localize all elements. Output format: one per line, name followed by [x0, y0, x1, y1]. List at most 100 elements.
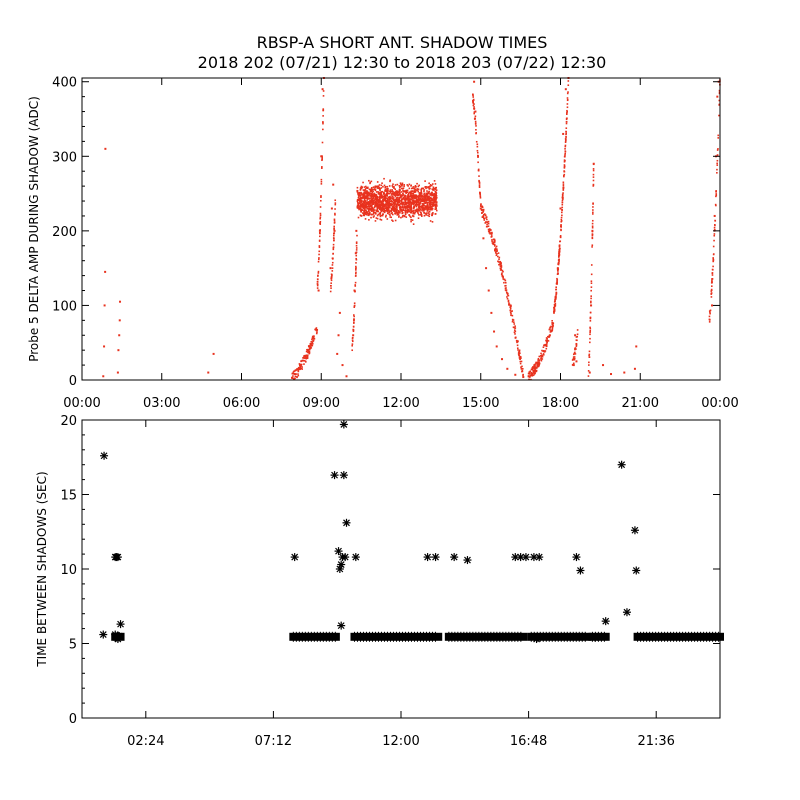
data-point [407, 205, 410, 208]
data-point [379, 211, 382, 214]
data-point [405, 189, 408, 192]
data-point [423, 190, 425, 193]
data-point [537, 358, 540, 360]
data-point [434, 203, 437, 205]
data-point [431, 207, 433, 210]
data-point [412, 192, 415, 195]
data-point [393, 201, 395, 204]
data-point [391, 198, 394, 200]
data-point [591, 222, 594, 225]
data-point [558, 252, 560, 255]
data-point [420, 214, 423, 216]
data-point [429, 204, 432, 207]
data-point [103, 304, 106, 307]
asterisk-marker [339, 420, 348, 429]
data-point [400, 194, 402, 196]
data-point [333, 225, 335, 228]
data-point [354, 285, 357, 287]
data-point [500, 266, 503, 268]
data-point [533, 373, 536, 375]
data-point [538, 362, 540, 364]
data-point [424, 212, 427, 215]
data-point [488, 232, 491, 234]
data-point [384, 189, 387, 192]
data-point [558, 246, 561, 248]
data-point [588, 371, 591, 374]
data-point [714, 224, 716, 227]
data-point [331, 267, 334, 269]
data-point [360, 209, 362, 212]
data-point [377, 201, 380, 204]
data-point [365, 203, 368, 206]
data-point [592, 211, 594, 214]
data-point [623, 371, 626, 374]
data-point [387, 190, 389, 192]
data-point [330, 207, 333, 210]
data-point [516, 341, 518, 344]
data-point [379, 200, 381, 202]
asterisk-marker [116, 620, 125, 629]
data-point [406, 196, 409, 199]
data-point [415, 186, 417, 188]
data-point [398, 206, 401, 209]
data-point [510, 305, 512, 308]
asterisk-marker [601, 617, 610, 626]
data-point [397, 213, 400, 216]
data-point [407, 202, 409, 205]
data-point [373, 195, 376, 198]
data-point [517, 340, 519, 343]
top-x-tick-label: 18:00 [542, 396, 579, 411]
data-point [376, 196, 378, 198]
data-point [573, 356, 576, 358]
data-point [379, 188, 381, 191]
data-point [432, 212, 434, 214]
data-point [486, 218, 488, 221]
data-point [401, 182, 404, 185]
data-point [393, 187, 395, 189]
data-point [400, 196, 402, 199]
data-point [715, 194, 718, 197]
data-point [354, 290, 356, 293]
data-point [548, 335, 550, 338]
data-point [207, 371, 210, 374]
data-point [318, 257, 320, 259]
data-point [300, 363, 303, 366]
data-point [313, 335, 315, 337]
data-point [487, 289, 490, 292]
data-point [292, 372, 295, 375]
data-point [428, 199, 431, 202]
data-point [562, 186, 565, 189]
data-point [357, 194, 360, 197]
data-point [499, 267, 502, 270]
data-point [309, 342, 312, 345]
data-point [492, 238, 495, 241]
data-point [561, 209, 563, 212]
data-point [713, 234, 716, 237]
data-point [355, 229, 358, 232]
data-point [544, 344, 546, 347]
data-point [433, 197, 436, 200]
data-point [713, 214, 716, 217]
top-x-tick-label: 09:00 [303, 396, 340, 411]
data-point [429, 199, 432, 201]
data-point [359, 202, 362, 204]
data-point [395, 197, 398, 199]
data-point [396, 199, 399, 202]
data-point [406, 195, 409, 198]
data-point [407, 194, 410, 196]
data-point [507, 299, 510, 302]
data-point [389, 198, 392, 200]
data-point [590, 295, 592, 297]
data-point [591, 244, 594, 247]
data-point [371, 194, 374, 197]
data-point [589, 329, 592, 332]
data-point [388, 196, 390, 198]
data-point [366, 201, 369, 204]
data-point [532, 366, 534, 368]
data-point [406, 206, 409, 209]
data-point [371, 203, 374, 205]
data-point [391, 212, 393, 214]
data-point [393, 194, 396, 196]
data-point [394, 213, 397, 215]
